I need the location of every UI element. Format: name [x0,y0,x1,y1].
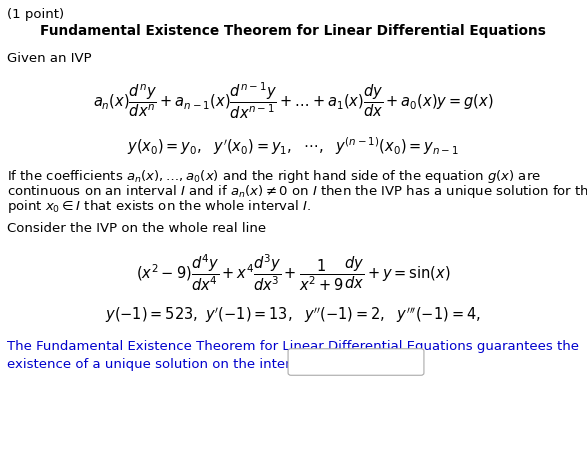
Text: $a_n(x)\dfrac{d^n y}{dx^n} + a_{n-1}(x)\dfrac{d^{n-1}y}{dx^{n-1}} + \ldots + a_1: $a_n(x)\dfrac{d^n y}{dx^n} + a_{n-1}(x)\… [93,80,493,121]
Text: $y(x_0) = y_0,\ \ y'(x_0) = y_1, \ \ \cdots, \ \ y^{(n-1)}(x_0) = y_{n-1}$: $y(x_0) = y_0,\ \ y'(x_0) = y_1, \ \ \cd… [127,135,459,156]
Text: The Fundamental Existence Theorem for Linear Differential Equations guarantees t: The Fundamental Existence Theorem for Li… [7,339,579,352]
Text: (1 point): (1 point) [7,8,64,21]
Text: Consider the IVP on the whole real line: Consider the IVP on the whole real line [7,221,266,235]
Text: point $x_0 \in I$ that exists on the whole interval $I$.: point $x_0 \in I$ that exists on the who… [7,198,311,215]
Text: If the coefficients $a_n(x),\ldots,a_0(x)$ and the right hand side of the equati: If the coefficients $a_n(x),\ldots,a_0(x… [7,168,541,184]
Text: continuous on an interval $I$ and if $a_n(x)\neq 0$ on $I$ then the IVP has a un: continuous on an interval $I$ and if $a_… [7,183,587,199]
Text: existence of a unique solution on the interval: existence of a unique solution on the in… [7,357,311,370]
FancyBboxPatch shape [288,349,424,375]
Text: $y(-1) = 523, \ y'(-1) = 13, \ \ y''(-1) = 2, \ \ y'''(-1) = 4,$: $y(-1) = 523, \ y'(-1) = 13, \ \ y''(-1)… [105,304,481,324]
Text: Fundamental Existence Theorem for Linear Differential Equations: Fundamental Existence Theorem for Linear… [40,24,546,38]
Text: $(x^2 - 9)\dfrac{d^4y}{dx^4} + x^4\dfrac{d^3y}{dx^3} + \dfrac{1}{x^2+9}\dfrac{dy: $(x^2 - 9)\dfrac{d^4y}{dx^4} + x^4\dfrac… [136,252,450,292]
Text: Given an IVP: Given an IVP [7,52,92,65]
